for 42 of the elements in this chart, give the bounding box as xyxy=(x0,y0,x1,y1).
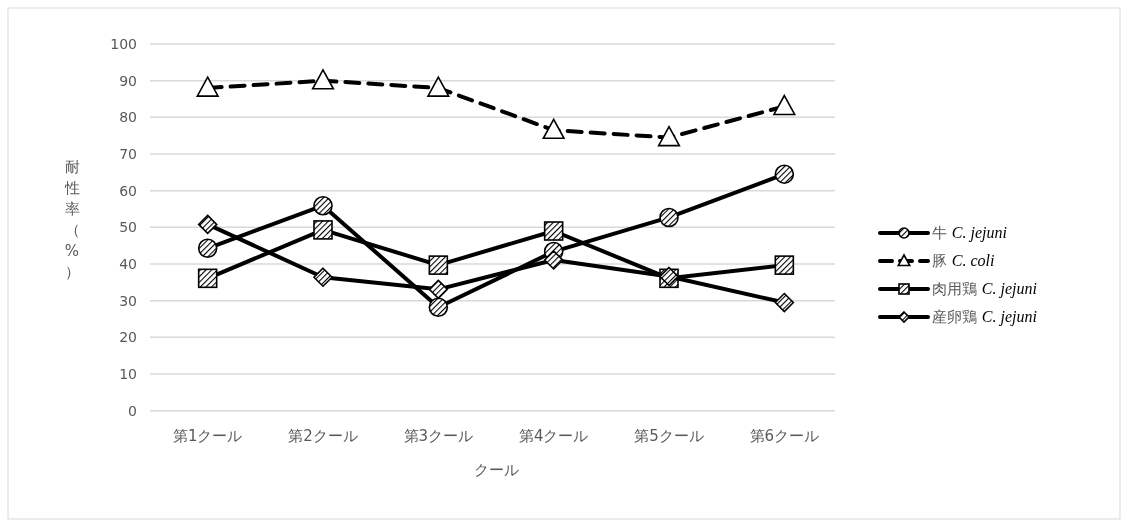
point xyxy=(428,297,449,318)
point xyxy=(543,221,564,241)
point xyxy=(197,238,218,259)
y-tick-label: 90 xyxy=(119,72,137,89)
point xyxy=(774,255,795,275)
y-tick-label: 100 xyxy=(110,36,137,52)
y-tick-label: 20 xyxy=(119,329,137,346)
legend-label: 産卵鶏 C. jejuni xyxy=(932,308,1037,326)
y-tick-label: 60 xyxy=(119,182,137,199)
y-tick-label: 80 xyxy=(119,109,137,126)
y-tick-label: 40 xyxy=(119,256,137,273)
legend-label: 牛 C. jejuni xyxy=(932,224,1007,242)
point xyxy=(313,195,333,216)
point xyxy=(313,267,333,288)
point xyxy=(196,76,219,97)
point xyxy=(427,76,450,97)
point xyxy=(657,125,681,147)
y-tick-label: 10 xyxy=(119,366,137,383)
point xyxy=(543,250,564,270)
y-tick-label: 0 xyxy=(128,402,137,419)
point xyxy=(774,164,795,184)
x-tick-label: 第3クール xyxy=(403,426,474,445)
legend-label: 豚 C. coli xyxy=(932,252,995,270)
point xyxy=(313,220,333,240)
y-axis-title: 耐性率（%） xyxy=(63,158,80,281)
legend-label: 肉用鶏 C. jejuni xyxy=(932,280,1037,298)
x-tick-label: 第1クール xyxy=(172,426,243,445)
point xyxy=(774,292,795,313)
y-tick-label: 30 xyxy=(119,292,137,309)
x-tick-label: 第2クール xyxy=(288,426,358,445)
y-tick-label: 50 xyxy=(119,219,137,236)
point xyxy=(311,69,335,90)
point xyxy=(197,268,218,289)
point xyxy=(659,207,679,228)
x-tick-label: 第5クール xyxy=(634,426,704,445)
x-axis-title: クール xyxy=(473,460,519,479)
x-tick-label: 第6クール xyxy=(749,426,820,445)
y-tick-label: 70 xyxy=(119,146,137,163)
x-tick-label: 第4クール xyxy=(518,426,589,445)
point xyxy=(542,118,565,140)
point xyxy=(773,94,796,116)
point xyxy=(428,255,449,275)
